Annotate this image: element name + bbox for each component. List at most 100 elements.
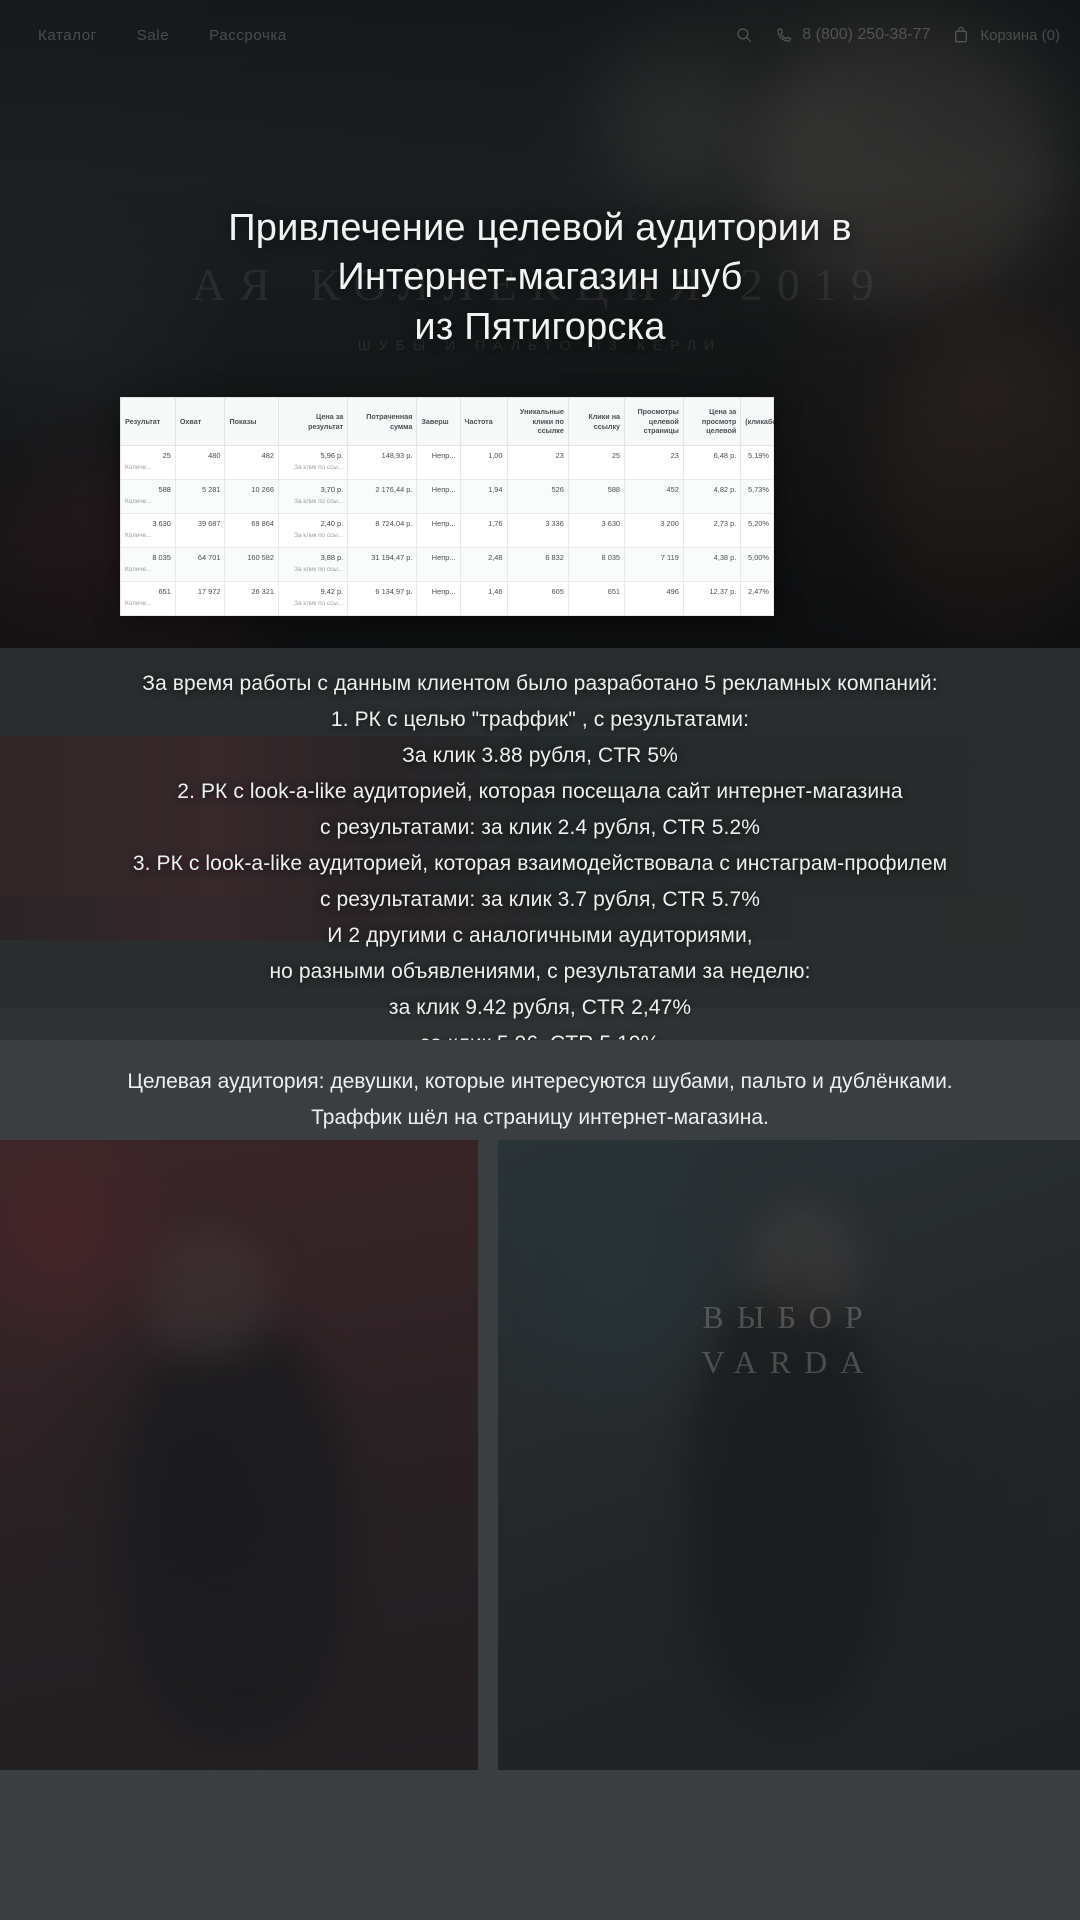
cart-label: Корзина (0) bbox=[980, 26, 1060, 44]
gallery-image-left[interactable] bbox=[0, 1140, 478, 1770]
cell-result-value: 3 630 bbox=[152, 519, 171, 528]
table-row[interactable]: 3 630 Количе... 39 687 69 864 2,40 р. За к… bbox=[120, 513, 774, 548]
cell-completed: Непр... bbox=[416, 581, 461, 616]
copy-line-5: с результатами: за клик 2.4 рубля, CTR 5… bbox=[319, 816, 761, 839]
col-header-completed[interactable]: Заверш bbox=[416, 397, 461, 446]
copy-line-10: за клик 9.42 рубля, CTR 2,47% bbox=[388, 996, 692, 1019]
search-icon[interactable] bbox=[735, 26, 753, 44]
copy-line-6: 3. РК с look-a-like аудиторией, которая … bbox=[132, 852, 948, 875]
cell-link-clicks: 588 bbox=[567, 479, 626, 514]
col-header-ctr[interactable]: (кликабе: bbox=[740, 397, 774, 446]
cell-completed: Непр... bbox=[416, 479, 461, 514]
copy-line-4: 2. РК с look-a-like аудиторией, которая … bbox=[177, 780, 903, 803]
cell-landing-views: 23 bbox=[624, 445, 684, 480]
cell-link-clicks: 3 630 bbox=[567, 513, 626, 548]
cell-ctr: 5,00% bbox=[740, 547, 774, 582]
col-header-link-clicks[interactable]: Клики на ссылку bbox=[567, 397, 626, 446]
col-header-reach[interactable]: Охват bbox=[174, 397, 226, 446]
campaign-summary-section: За время работы с данным клиентом было р… bbox=[0, 648, 1080, 1055]
cell-result-sub: Количе... bbox=[125, 463, 152, 471]
page-title: Привлечение целевой аудитории в Интернет… bbox=[0, 204, 1080, 352]
cell-cpr-value: 9,42 р. bbox=[320, 587, 344, 596]
audience-line-2: Траффик шёл на страницу интернет-магазин… bbox=[311, 1106, 769, 1129]
cell-result: 8 035 Количе... bbox=[120, 547, 176, 582]
cell-cpr-value: 5,96 р. bbox=[320, 451, 344, 460]
col-header-unique-link-clicks[interactable]: Уникальные клики по ссылке bbox=[506, 397, 569, 446]
cell-ctr: 5,73% bbox=[740, 479, 774, 514]
cell-completed: Непр... bbox=[416, 513, 461, 548]
cell-spent: 31 194,47 р. bbox=[347, 547, 418, 582]
cell-result-sub: Количе... bbox=[125, 531, 152, 539]
cell-impressions: 69 864 bbox=[224, 513, 279, 548]
cell-result-sub: Количе... bbox=[125, 565, 152, 573]
table-body: 25 Количе... 480 482 5,96 р. За клик по сс… bbox=[120, 445, 774, 616]
cell-completed: Непр... bbox=[416, 445, 461, 480]
phone-number-group[interactable]: 8 (800) 250-38-77 bbox=[775, 26, 930, 44]
cell-result: 25 Количе... bbox=[120, 445, 176, 480]
table-header-row: Результат Охват Показы Цена за результат… bbox=[120, 397, 774, 446]
cell-link-clicks: 25 bbox=[567, 445, 626, 480]
cell-link-clicks: 651 bbox=[567, 581, 626, 616]
cell-cost-per-landing: 2,73 р. bbox=[682, 513, 742, 548]
cart-button[interactable]: Корзина (0) bbox=[952, 26, 1060, 44]
col-header-result[interactable]: Результат bbox=[120, 397, 176, 446]
cell-frequency: 1,46 bbox=[459, 581, 508, 616]
cell-ctr: 5,19% bbox=[740, 445, 774, 480]
col-header-frequency[interactable]: Частота bbox=[459, 397, 508, 446]
cell-spent: 6 134,97 р. bbox=[347, 581, 418, 616]
copy-background bbox=[0, 648, 1080, 1008]
nav-link-installment[interactable]: Рассрочка bbox=[209, 26, 287, 44]
nav-link-sale[interactable]: Sale bbox=[136, 26, 170, 44]
cell-cpr-value: 3,88 р. bbox=[320, 553, 344, 562]
gallery-wordmark-line-2: VARDA bbox=[701, 1344, 877, 1381]
col-header-cost-per-landing[interactable]: Цена за просмотр целевой bbox=[682, 397, 742, 446]
gallery-gutter bbox=[478, 1140, 498, 1770]
copy-line-8: И 2 другими с аналогичными аудиториями, bbox=[327, 924, 753, 947]
cell-impressions: 160 582 bbox=[224, 547, 279, 582]
hero-watermark: АЯ КОЛЛЕКЦИЯ 2019 bbox=[192, 259, 888, 310]
page-title-line-2: Интернет-магазин шуб bbox=[337, 256, 743, 299]
cell-result-value: 25 bbox=[162, 451, 171, 460]
cell-landing-views: 7 119 bbox=[624, 547, 684, 582]
col-header-landing-views[interactable]: Просмотры целевой страницы bbox=[624, 397, 684, 446]
cell-link-clicks: 8 035 bbox=[567, 547, 626, 582]
target-audience-section: Целевая аудитория: девушки, которые инте… bbox=[0, 1040, 1080, 1140]
cell-unique-link-clicks: 3 336 bbox=[506, 513, 569, 548]
gallery-image-right[interactable] bbox=[498, 1140, 1080, 1770]
col-header-cost-per-result[interactable]: Цена за результат bbox=[277, 397, 349, 446]
cell-result: 588 Количе... bbox=[120, 479, 176, 514]
cell-cost-per-result: 9,42 р. За клик по ссы... bbox=[277, 581, 349, 616]
cell-spent: 148,93 р. bbox=[347, 445, 418, 480]
gallery-wordmark-line-1: ВЫБОР bbox=[702, 1299, 876, 1335]
cell-cost-per-landing: 12,37 р. bbox=[682, 581, 742, 616]
cell-reach: 39 687 bbox=[174, 513, 226, 548]
cell-cost-per-landing: 4,38 р. bbox=[682, 547, 742, 582]
hero-banner bbox=[0, 0, 1080, 648]
cell-cost-per-result: 2,40 р. За клик по ссы... bbox=[277, 513, 349, 548]
table-row[interactable]: 25 Количе... 480 482 5,96 р. За клик по сс… bbox=[120, 445, 774, 480]
page-title-line-3: из Пятигорска bbox=[414, 305, 666, 348]
copy-line-9: но разными объявлениями, с результатами … bbox=[269, 960, 811, 983]
cell-result-value: 588 bbox=[158, 485, 171, 494]
photo-gallery: ВЫБОР VARDA bbox=[0, 1140, 1080, 1780]
audience-line-1: Целевая аудитория: девушки, которые инте… bbox=[127, 1070, 953, 1093]
cell-cpr-sub: За клик по ссы... bbox=[294, 463, 344, 471]
cell-reach: 480 bbox=[174, 445, 226, 480]
gallery-figure-shape-1 bbox=[120, 1320, 350, 1740]
cell-impressions: 26 321 bbox=[224, 581, 279, 616]
col-header-spent[interactable]: Потраченная сумма bbox=[347, 397, 418, 446]
cell-impressions: 482 bbox=[224, 445, 279, 480]
cell-frequency: 1,00 bbox=[459, 445, 508, 480]
copy-line-2: 1. РК с целью "траффик" , с результатами… bbox=[330, 708, 750, 731]
table-row[interactable]: 8 035 Количе... 64 701 160 582 3,88 р. За … bbox=[120, 547, 774, 582]
campaign-summary-text: За время работы с данным клиентом было р… bbox=[0, 648, 1080, 1062]
table-row[interactable]: 588 Количе... 5 281 10 266 3,70 р. За клик… bbox=[120, 479, 774, 514]
hero-watermark-sub: ШУБЫ И ПАЛЬТО ИЗ КЕРЛИ bbox=[357, 337, 723, 353]
table-row[interactable]: 651 Количе... 17 972 26 321 9,42 р. За кли… bbox=[120, 581, 774, 616]
metrics-table-screenshot: Результат Охват Показы Цена за результат… bbox=[120, 397, 774, 616]
nav-link-catalog[interactable]: Каталог bbox=[38, 26, 97, 44]
cell-spent: 2 176,44 р. bbox=[347, 479, 418, 514]
gallery-figure-shape-2 bbox=[150, 1230, 270, 1360]
cell-cpr-sub: За клик по ссы... bbox=[294, 497, 344, 505]
col-header-impressions[interactable]: Показы bbox=[224, 397, 279, 446]
